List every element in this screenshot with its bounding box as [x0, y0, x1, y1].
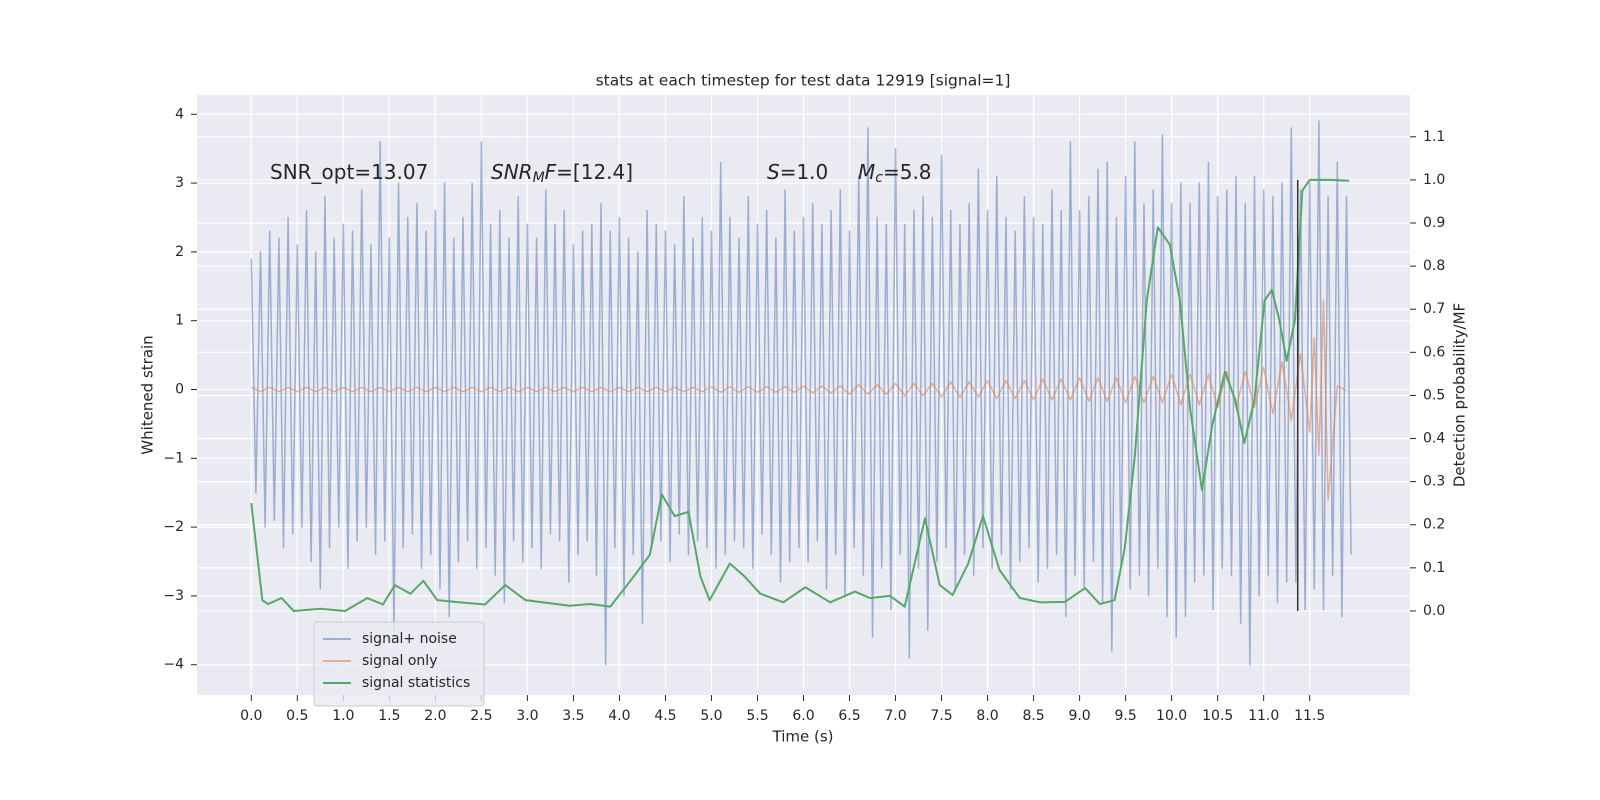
x-tick-label: 0.0 [240, 708, 262, 724]
x-tick-label: 7.5 [930, 708, 952, 724]
chart-title: stats at each timestep for test data 129… [596, 72, 1011, 90]
x-axis-label: Time (s) [772, 728, 834, 746]
x-tick-label: 0.5 [286, 708, 308, 724]
series-line [250, 178, 1350, 612]
annotation-part: SNR [491, 160, 533, 184]
y-tick-label: −1 [163, 450, 184, 466]
y-tick-label: −2 [163, 519, 184, 535]
y-tick-label: 0 [175, 381, 184, 397]
x-tick-label: 10.5 [1202, 708, 1233, 724]
y2-tick-label: 0.0 [1423, 603, 1445, 619]
series-line [250, 120, 1352, 666]
x-tick-label: 10.0 [1156, 708, 1187, 724]
legend-label: signal+ noise [362, 631, 457, 647]
annotation-part: M [858, 160, 875, 184]
y2-tick-label: 0.7 [1423, 301, 1445, 317]
annotation: S=1.0 [767, 160, 828, 184]
annotation-part: =[12.4] [556, 160, 633, 184]
x-tick-label: 4.5 [654, 708, 676, 724]
annotation-part: M [533, 170, 545, 186]
y-tick-label: 4 [175, 106, 184, 122]
x-tick-label: 8.0 [976, 708, 998, 724]
y2-tick-label: 0.8 [1423, 258, 1445, 274]
y-axis-label: Whitened strain [139, 335, 157, 454]
annotation-part: =1.0 [780, 160, 829, 184]
x-tick-label: 11.0 [1248, 708, 1279, 724]
annotation-part: SNR_opt=13.07 [270, 160, 428, 184]
y-tick-label: −3 [163, 588, 184, 604]
x-tick-label: 5.0 [700, 708, 722, 724]
y-tick-label: −4 [163, 657, 184, 673]
x-tick-label: 2.0 [424, 708, 446, 724]
x-tick-label: 9.0 [1068, 708, 1090, 724]
y-tick-label: 3 [175, 175, 184, 191]
y2-tick-label: 0.1 [1423, 560, 1445, 576]
y2-tick-label: 1.1 [1423, 129, 1445, 145]
y2-tick-label: 1.0 [1423, 172, 1445, 188]
x-tick-label: 9.5 [1114, 708, 1136, 724]
x-tick-label: 3.5 [562, 708, 584, 724]
annotation: Mc=5.8 [858, 160, 932, 187]
annotation: SNRMF=[12.4] [491, 160, 633, 187]
y2-axis-label: Detection probability/MF [1451, 303, 1469, 487]
y-tick-label: 1 [175, 313, 184, 329]
annotation: SNR_opt=13.07 [270, 160, 428, 184]
legend-label: signal only [362, 653, 437, 669]
x-tick-label: 7.0 [884, 708, 906, 724]
annotation-part: F [545, 160, 557, 184]
x-tick-label: 2.5 [470, 708, 492, 724]
y2-tick-label: 0.5 [1423, 387, 1445, 403]
y2-tick-label: 0.6 [1423, 344, 1445, 360]
x-tick-label: 6.5 [838, 708, 860, 724]
x-tick-label: 1.5 [378, 708, 400, 724]
y2-tick-label: 0.9 [1423, 215, 1445, 231]
y2-tick-label: 0.3 [1423, 474, 1445, 490]
y-tick-label: 2 [175, 244, 184, 260]
legend: signal+ noise signal only signal statistic… [313, 621, 485, 707]
annotation-part: S [767, 160, 780, 184]
x-tick-label: 6.0 [792, 708, 814, 724]
x-tick-label: 5.5 [746, 708, 768, 724]
x-tick-label: 8.5 [1022, 708, 1044, 724]
x-tick-label: 3.0 [516, 708, 538, 724]
y2-tick-label: 0.2 [1423, 517, 1445, 533]
x-tick-label: 11.5 [1294, 708, 1325, 724]
plot-area [250, 120, 1352, 666]
x-tick-label: 1.0 [332, 708, 354, 724]
annotation-part: =5.8 [883, 160, 932, 184]
annotation-part: c [875, 170, 883, 186]
x-tick-label: 4.0 [608, 708, 630, 724]
legend-label: signal statistics [362, 675, 470, 691]
series-line [250, 299, 1347, 501]
y2-tick-label: 0.4 [1423, 431, 1445, 447]
legend-box [313, 621, 485, 707]
